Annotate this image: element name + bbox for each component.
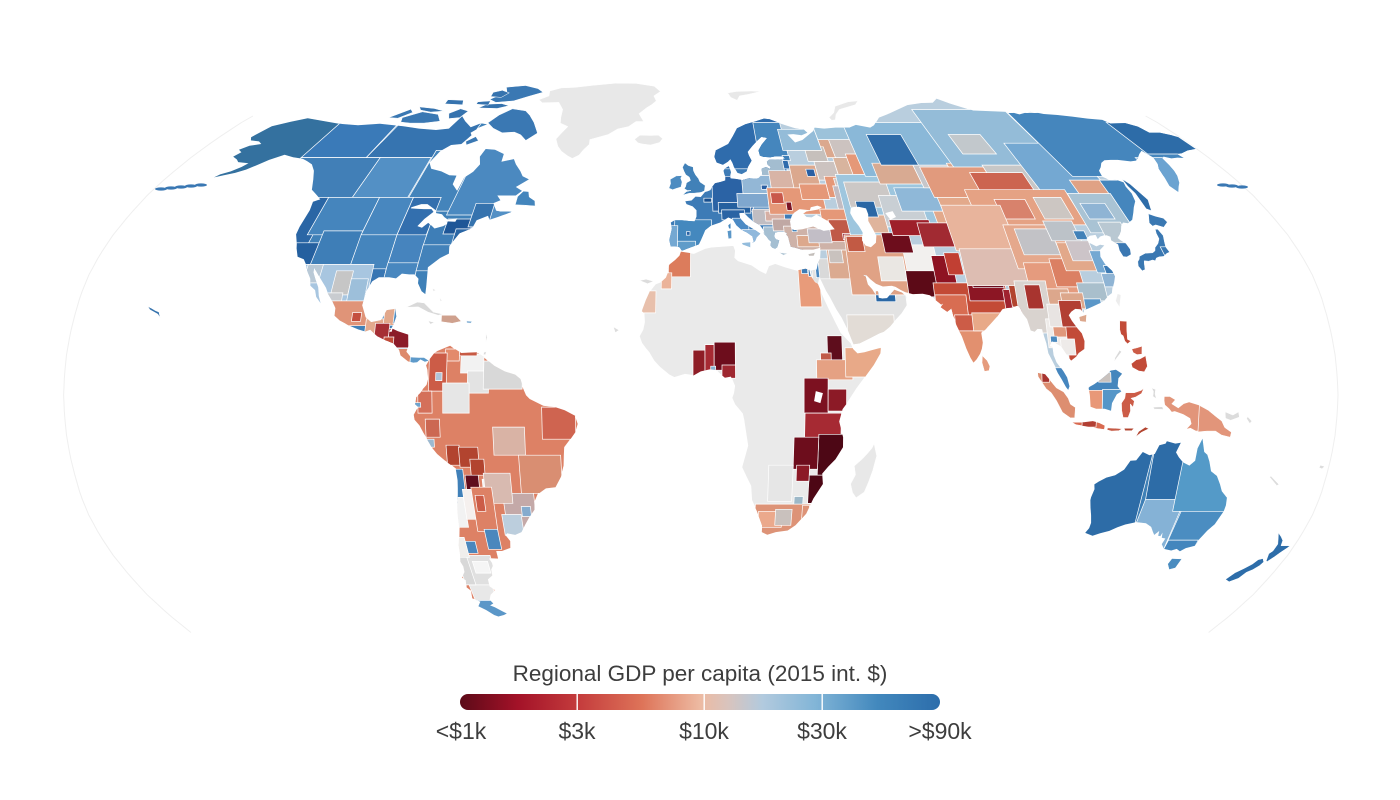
svg-text:$3k: $3k [558, 718, 596, 744]
svg-text:$10k: $10k [679, 718, 729, 744]
svg-text:$30k: $30k [797, 718, 847, 744]
svg-text:<$1k: <$1k [436, 718, 487, 744]
svg-text:>$90k: >$90k [908, 718, 972, 744]
